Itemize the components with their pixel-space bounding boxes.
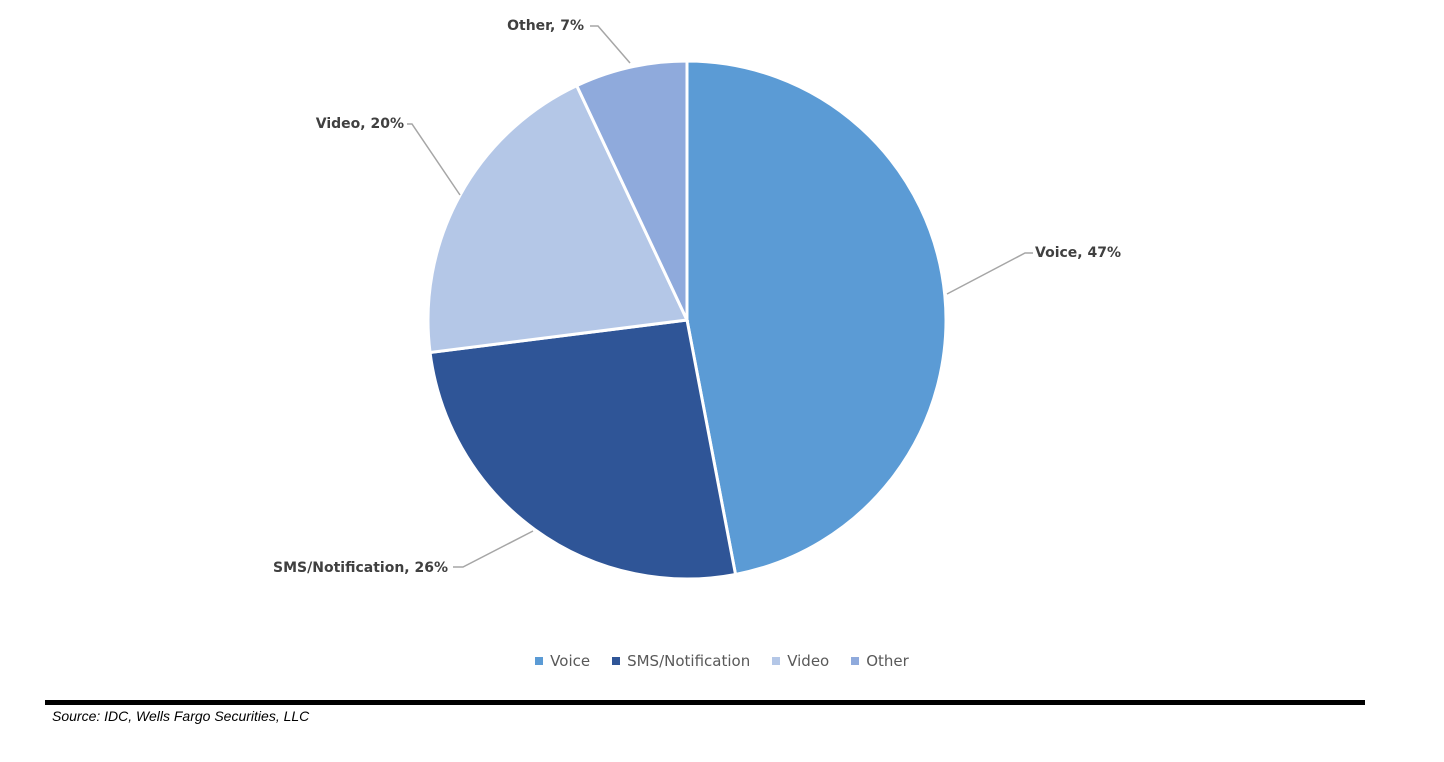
data-labels: Voice, 47% SMS/Notification, 26% Video, 20… bbox=[273, 18, 1121, 576]
legend-item-other: Other bbox=[851, 652, 909, 670]
pie-chart: Voice, 47% SMS/Notification, 26% Video, 20… bbox=[273, 18, 1121, 581]
pie-slice-video bbox=[426, 83, 690, 355]
legend-swatch-other bbox=[851, 657, 860, 665]
legend-label-video: Video bbox=[787, 652, 830, 670]
data-label-sms-notification: SMS/Notification, 26% bbox=[273, 560, 448, 576]
leader-lines bbox=[407, 25, 1033, 568]
leader-line-video bbox=[407, 123, 461, 196]
legend-label-sms-notification: SMS/Notification bbox=[627, 652, 751, 670]
leader-line-other bbox=[590, 25, 631, 64]
pie-slice-other bbox=[574, 59, 689, 321]
legend-item-sms-notification: SMS/Notification bbox=[612, 652, 750, 670]
pie-slices bbox=[426, 59, 948, 581]
legend-item-video: Video bbox=[772, 652, 829, 670]
legend-swatch-video bbox=[772, 657, 781, 665]
legend: Voice SMS/Notification Video Other bbox=[0, 652, 1444, 670]
data-label-video: Video, 20% bbox=[316, 116, 404, 132]
data-label-voice: Voice, 47% bbox=[1035, 245, 1121, 261]
legend-swatch-sms-notification bbox=[612, 657, 621, 665]
footer-divider bbox=[45, 700, 1365, 705]
legend-swatch-voice bbox=[535, 657, 544, 665]
legend-label-voice: Voice bbox=[550, 652, 591, 670]
pie-slice-voice bbox=[685, 59, 948, 577]
legend-label-other: Other bbox=[866, 652, 909, 670]
leader-line-sms-notification bbox=[453, 530, 534, 568]
source-note: Source: IDC, Wells Fargo Securities, LLC bbox=[52, 708, 310, 724]
leader-line-voice bbox=[946, 252, 1033, 295]
legend-item-voice: Voice bbox=[535, 652, 590, 670]
data-label-other: Other, 7% bbox=[507, 18, 584, 34]
pie-slice-sms-notification bbox=[428, 318, 738, 581]
